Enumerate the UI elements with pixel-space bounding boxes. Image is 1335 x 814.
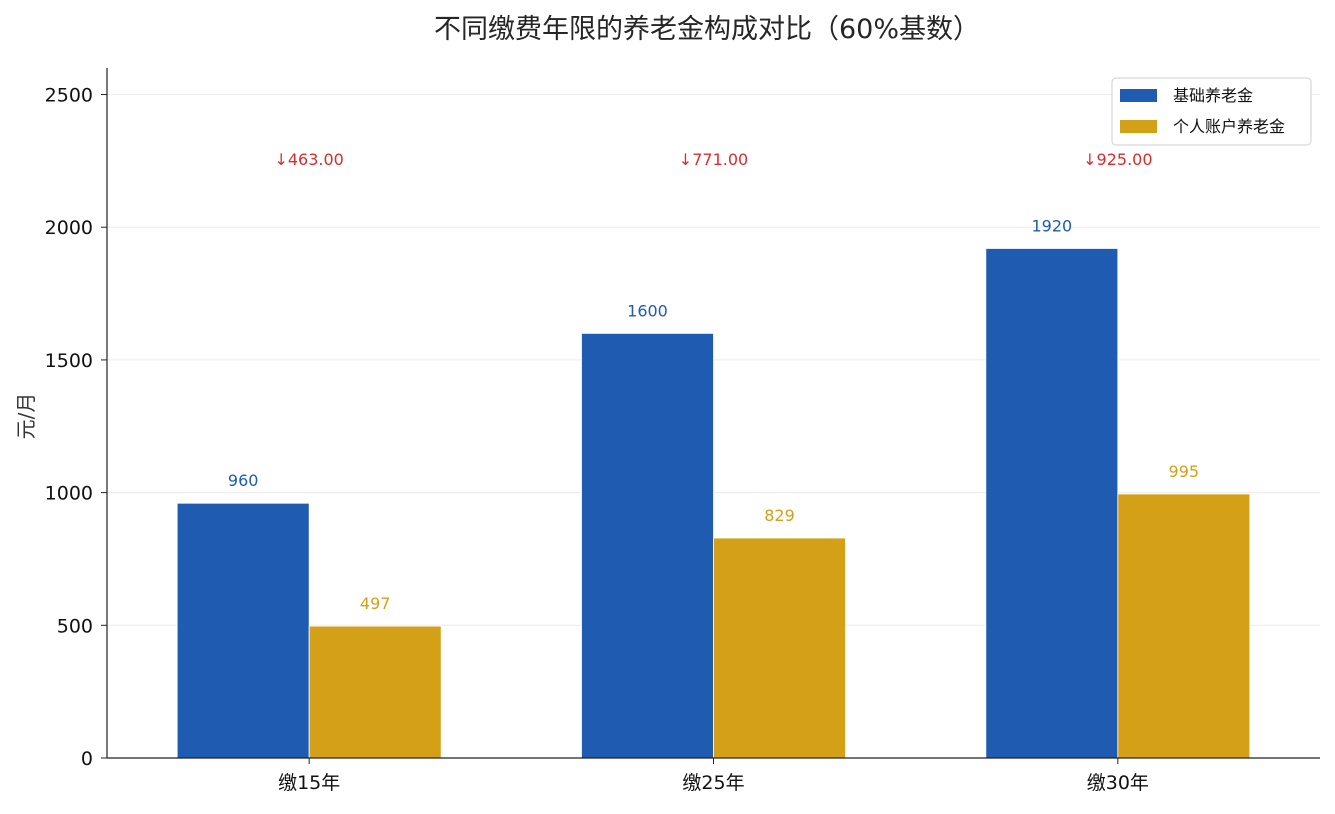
labels-layer: 960 497 ↓463.00 1600 829 ↓771.00 1920 995 ↓925.0… [228,150,1199,613]
bar-value-label: 1600 [627,301,668,320]
difference-annotation: ↓925.00 [1083,150,1152,169]
bar-value-label: 829 [764,506,795,525]
bar-personal-account [713,537,846,759]
bars-layer [176,248,1251,759]
bar-value-label: 960 [228,471,259,490]
bar-basic-pension [581,332,714,759]
bar-value-label: 1920 [1031,216,1072,235]
x-tick-label: 缴30年 [1087,772,1149,794]
bar-value-label: 995 [1169,462,1200,481]
y-tick-label: 500 [57,615,93,637]
legend-swatch [1120,89,1157,102]
y-tick-label: 2000 [45,217,93,239]
bar-personal-account [1117,493,1251,759]
y-tick-label: 1500 [45,350,93,372]
legend-swatch [1120,120,1157,133]
y-tick-label: 2500 [45,85,93,107]
y-axis-title: 元/月 [14,393,38,440]
x-tick-label: 缴15年 [278,772,340,794]
bar-personal-account [308,625,442,759]
difference-annotation: ↓771.00 [679,150,748,169]
legend-box [1111,77,1312,146]
y-tick-label: 0 [81,748,93,770]
legend-label: 基础养老金 [1173,86,1253,105]
bar-value-label: 497 [360,594,391,613]
bar-basic-pension [985,248,1119,759]
y-tick-label: 1000 [45,483,93,505]
difference-annotation: ↓463.00 [274,150,343,169]
chart-title: 不同缴费年限的养老金构成对比（60%基数） [434,14,980,45]
x-tick-label: 缴25年 [682,772,744,794]
bar-basic-pension [176,502,310,759]
legend-label: 个人账户养老金 [1173,117,1285,136]
axes-layer: 0 500 1000 1500 2000 2500 缴15年 缴25年 缴30年 [45,68,1320,794]
